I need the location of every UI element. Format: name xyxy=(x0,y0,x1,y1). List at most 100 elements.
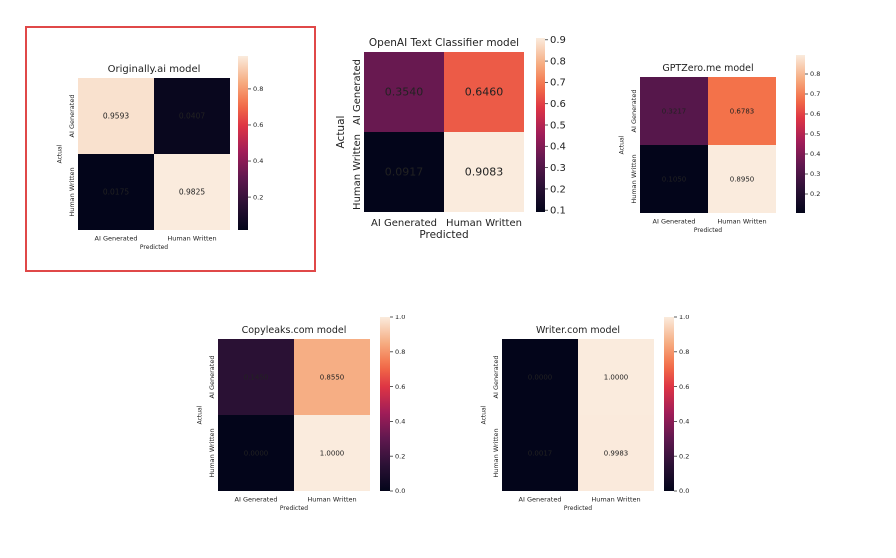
heatmap-gptzero: GPTZero.me model 0.3217 0.6783 0.1050 0.8950… xyxy=(619,55,820,234)
colorbar-tick-label: 0.0 xyxy=(679,487,689,495)
chart-title: Writer.com model xyxy=(536,325,620,336)
cell-value-label: 0.9083 xyxy=(465,166,504,179)
colorbar-tick-label: 0.8 xyxy=(550,56,566,67)
y-tick-label: AI Generated xyxy=(68,95,76,138)
cell-value-label: 1.0000 xyxy=(320,449,345,457)
colorbar-tick-label: 0.6 xyxy=(253,121,263,129)
cell-value-label: 0.0407 xyxy=(179,112,205,121)
x-axis-label: Predicted xyxy=(564,505,592,512)
colorbar xyxy=(796,55,805,213)
cell-value-label: 0.3540 xyxy=(385,86,424,99)
cell-value-label: 0.0017 xyxy=(528,449,553,457)
heatmap-cell xyxy=(502,415,578,491)
cell-value-label: 0.8950 xyxy=(730,175,755,183)
x-tick-label: Human Written xyxy=(167,235,216,243)
cell-value-label: 0.1450 xyxy=(244,373,269,381)
y-tick-label: Human Written xyxy=(630,154,638,203)
heatmap-copyleaks: Copyleaks.com model 0.1450 0.8550 0.0000 1.0… xyxy=(197,315,406,512)
chart-title: Copyleaks.com model xyxy=(242,325,347,336)
y-axis-label: Actual xyxy=(335,116,347,149)
y-axis-label: Actual xyxy=(619,135,626,154)
colorbar-tick-label: 0.5 xyxy=(810,130,820,138)
cell-value-label: 0.1050 xyxy=(662,175,687,183)
colorbar-tick-label: 0.0 xyxy=(395,487,405,495)
colorbar-tick-label: 0.3 xyxy=(550,163,566,174)
heatmap-cell xyxy=(154,78,230,154)
colorbar-tick-label: 0.7 xyxy=(550,78,566,89)
colorbar xyxy=(536,38,545,212)
colorbar-tick-label: 0.6 xyxy=(679,383,689,391)
cell-value-label: 0.6460 xyxy=(465,86,504,99)
colorbar-tick-label: 0.3 xyxy=(810,170,820,178)
x-axis-label: Predicted xyxy=(694,227,722,234)
y-tick-label: AI Generated xyxy=(492,356,500,399)
x-axis-label: Predicted xyxy=(419,229,468,241)
heatmap-cell xyxy=(640,145,708,213)
colorbar-tick-label: 0.2 xyxy=(253,193,263,201)
heatmap-cell xyxy=(364,132,444,212)
cell-value-label: 1.0000 xyxy=(604,373,629,381)
heatmap-cell xyxy=(444,52,524,132)
colorbar-tick-label: 0.4 xyxy=(679,418,689,426)
chart-title: GPTZero.me model xyxy=(662,63,753,74)
y-tick-label: AI Generated xyxy=(208,356,216,399)
cell-value-label: 0.9983 xyxy=(604,449,629,457)
heatmap-cell xyxy=(502,339,578,415)
colorbar-tick-label: 0.2 xyxy=(810,190,820,198)
heatmap-cell xyxy=(294,339,370,415)
colorbar-tick-label: 1.0 xyxy=(395,315,405,321)
y-axis-label: Actual xyxy=(197,405,204,424)
x-tick-label: Human Written xyxy=(591,496,640,504)
cell-value-label: 0.8550 xyxy=(320,373,345,381)
x-tick-label: AI Generated xyxy=(653,218,696,226)
colorbar-tick-label: 0.5 xyxy=(550,120,566,131)
y-axis-label: Actual xyxy=(481,405,488,424)
heatmap-cell xyxy=(578,415,654,491)
heatmap-cell xyxy=(78,78,154,154)
x-tick-label: Human Written xyxy=(307,496,356,504)
cell-value-label: 0.0000 xyxy=(244,449,269,457)
colorbar-tick-label: 0.4 xyxy=(810,150,820,158)
selection-highlight-box xyxy=(25,26,316,272)
colorbar-tick-label: 0.6 xyxy=(810,110,820,118)
chart-title: OpenAI Text Classifier model xyxy=(369,37,519,49)
x-tick-label: AI Generated xyxy=(519,496,562,504)
colorbar-tick-label: 0.8 xyxy=(679,348,689,356)
heatmap-cell xyxy=(218,415,294,491)
heatmap-cell xyxy=(708,77,776,145)
heatmap-cell xyxy=(218,339,294,415)
colorbar-tick-label: 0.9 xyxy=(550,35,566,46)
colorbar-tick-label: 0.4 xyxy=(395,418,405,426)
colorbar-tick-label: 0.8 xyxy=(395,348,405,356)
heatmap-openai-classifier: OpenAI Text Classifier model 0.3540 0.6460… xyxy=(335,35,566,241)
cell-value-label: 0.0175 xyxy=(103,188,129,197)
heatmap-originally-ai: Originally.ai model 0.9593 0.0407 0.0175 0.9… xyxy=(57,56,263,251)
heatmap-cell xyxy=(578,339,654,415)
y-tick-label: Human Written xyxy=(68,167,76,216)
colorbar xyxy=(238,56,248,230)
colorbar-tick-label: 0.8 xyxy=(810,70,820,78)
colorbar-tick-label: 0.4 xyxy=(253,157,263,165)
x-tick-label: AI Generated xyxy=(95,235,138,243)
cell-value-label: 0.0917 xyxy=(385,166,424,179)
y-tick-label: Human Written xyxy=(208,428,216,477)
colorbar-tick-label: 0.6 xyxy=(395,383,405,391)
colorbar-tick-label: 0.2 xyxy=(550,184,566,195)
cell-value-label: 0.0000 xyxy=(528,373,553,381)
x-tick-label: AI Generated xyxy=(235,496,278,504)
y-tick-label: AI Generated xyxy=(352,59,363,125)
colorbar-tick-label: 0.4 xyxy=(550,142,566,153)
y-tick-label: Human Written xyxy=(492,428,500,477)
heatmap-cell xyxy=(708,145,776,213)
colorbar-tick-label: 0.2 xyxy=(395,452,405,460)
colorbar-tick-label: 1.0 xyxy=(679,315,689,321)
x-tick-label: Human Written xyxy=(446,218,522,229)
heatmap-cell xyxy=(294,415,370,491)
x-axis-label: Predicted xyxy=(140,244,168,251)
x-axis-label: Predicted xyxy=(280,505,308,512)
x-tick-label: AI Generated xyxy=(371,218,437,229)
x-tick-label: Human Written xyxy=(717,218,766,226)
colorbar xyxy=(380,317,390,491)
cell-value-label: 0.6783 xyxy=(730,107,755,115)
colorbar-tick-label: 0.8 xyxy=(253,85,263,93)
